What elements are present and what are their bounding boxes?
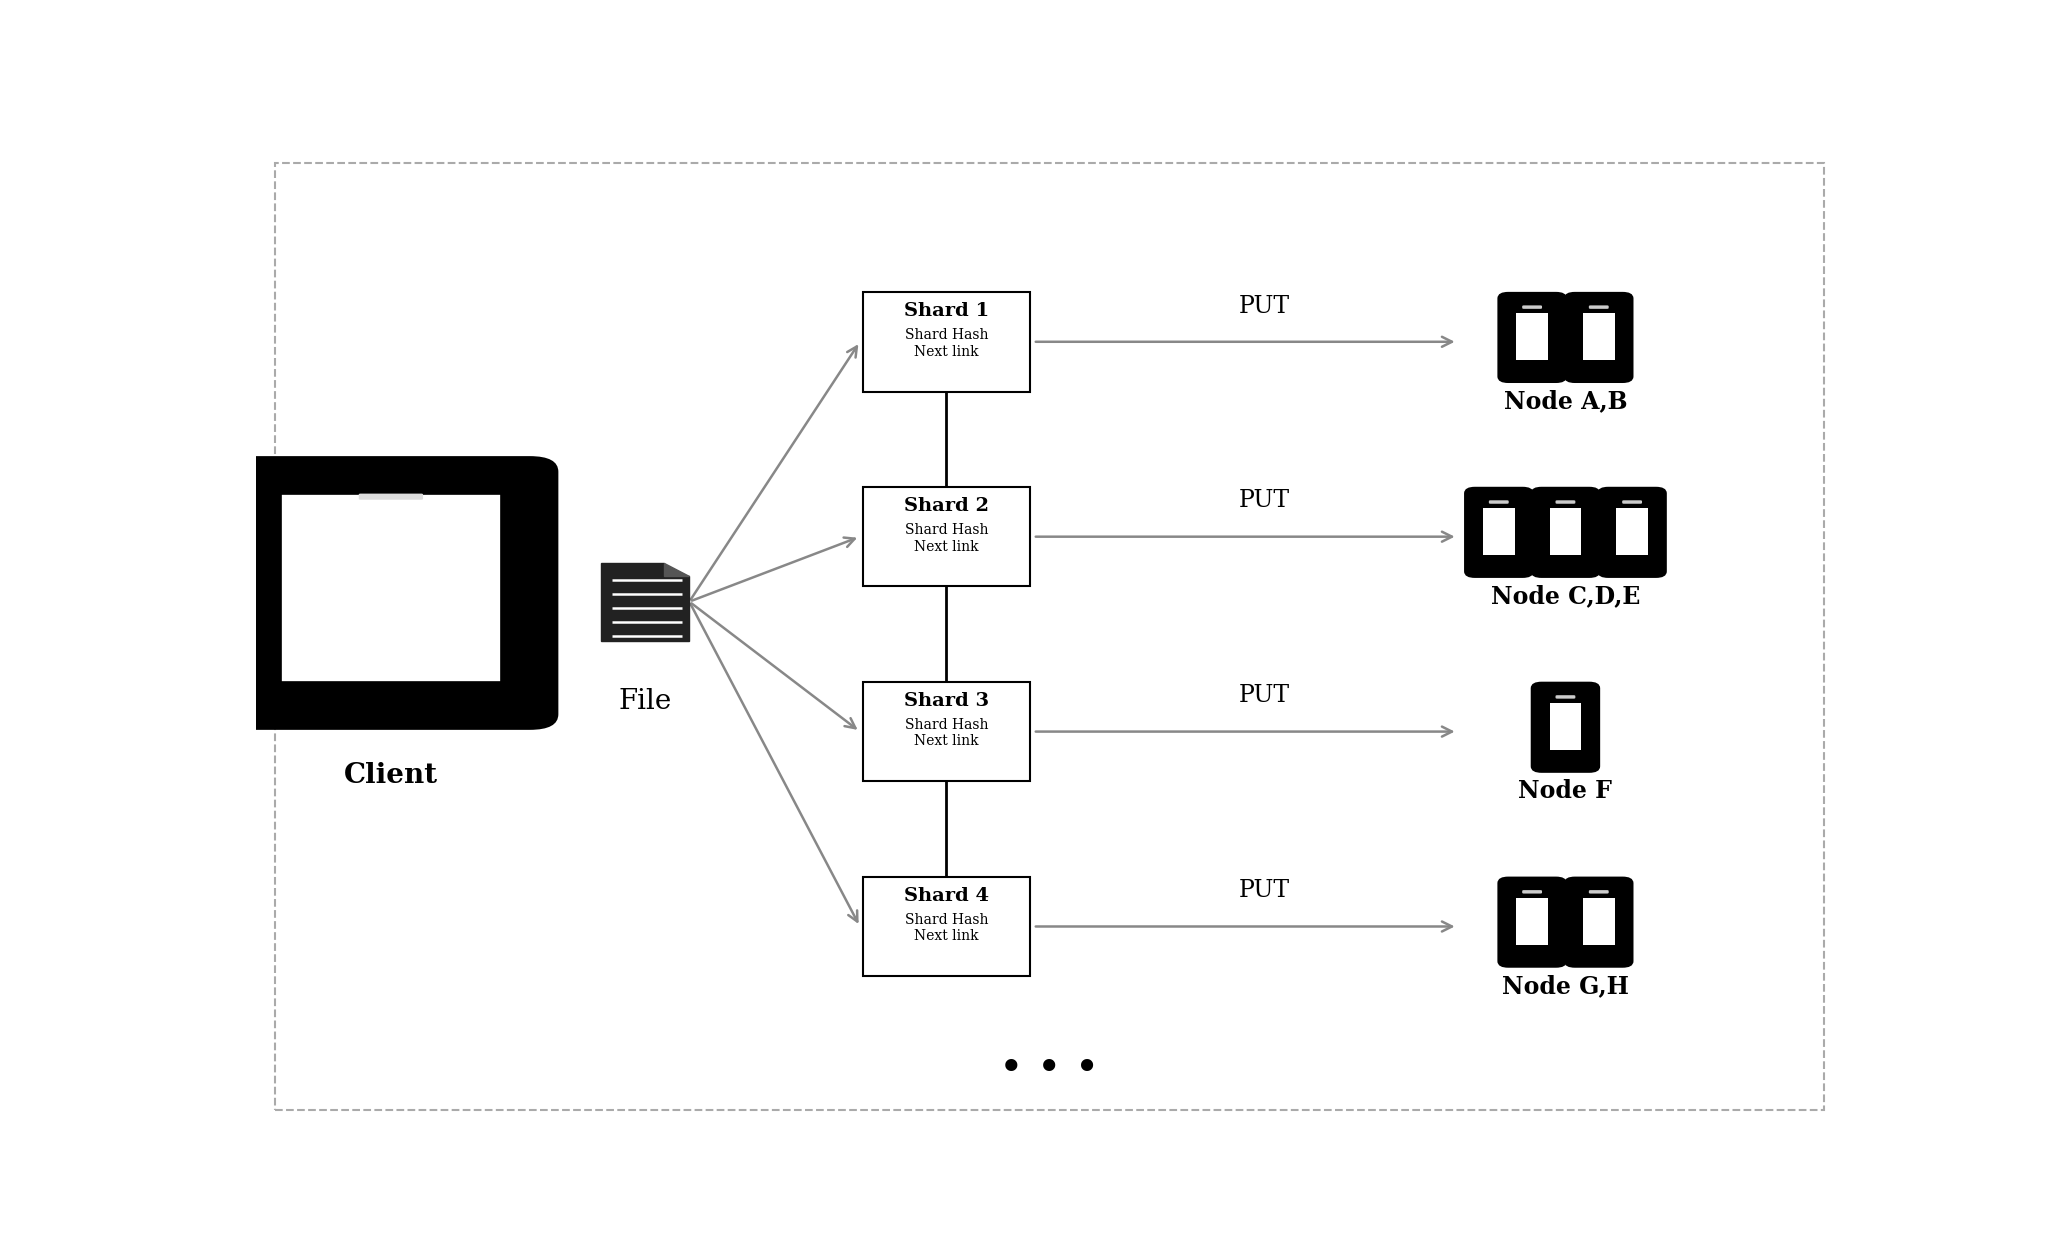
Text: Shard Hash
Next link: Shard Hash Next link xyxy=(905,914,989,944)
Text: Shard 2: Shard 2 xyxy=(903,498,989,515)
Text: Node C,D,E: Node C,D,E xyxy=(1491,585,1640,609)
FancyBboxPatch shape xyxy=(1565,878,1632,966)
Text: Node F: Node F xyxy=(1518,779,1612,803)
Text: Shard Hash
Next link: Shard Hash Next link xyxy=(905,523,989,553)
Polygon shape xyxy=(602,563,688,640)
Bar xyxy=(862,486,1030,586)
FancyBboxPatch shape xyxy=(1565,294,1632,382)
Text: Shard 4: Shard 4 xyxy=(903,887,989,905)
Bar xyxy=(862,682,1030,781)
Bar xyxy=(862,877,1030,976)
Text: Node G,H: Node G,H xyxy=(1501,974,1628,998)
Text: PUT: PUT xyxy=(1239,684,1290,707)
FancyBboxPatch shape xyxy=(1522,305,1542,309)
Bar xyxy=(1583,898,1614,945)
Bar xyxy=(1483,508,1516,554)
Polygon shape xyxy=(664,563,688,576)
FancyBboxPatch shape xyxy=(1589,305,1608,309)
Text: Client: Client xyxy=(344,762,438,789)
FancyBboxPatch shape xyxy=(1466,488,1532,577)
Text: • • •: • • • xyxy=(999,1048,1100,1090)
FancyBboxPatch shape xyxy=(1499,294,1565,382)
FancyBboxPatch shape xyxy=(1532,488,1599,577)
Bar xyxy=(1550,508,1581,554)
Bar xyxy=(862,292,1030,392)
Text: File: File xyxy=(618,688,672,716)
Bar xyxy=(1583,314,1614,360)
FancyBboxPatch shape xyxy=(1532,683,1599,771)
Bar xyxy=(1550,703,1581,750)
FancyBboxPatch shape xyxy=(1599,488,1665,577)
FancyBboxPatch shape xyxy=(1622,500,1642,504)
Bar xyxy=(1516,314,1548,360)
Text: Shard 3: Shard 3 xyxy=(903,692,989,711)
FancyBboxPatch shape xyxy=(1499,878,1565,966)
FancyBboxPatch shape xyxy=(1522,890,1542,893)
Text: PUT: PUT xyxy=(1239,879,1290,902)
Text: Node A,B: Node A,B xyxy=(1503,389,1628,413)
Text: Shard 1: Shard 1 xyxy=(903,302,989,320)
Text: Shard Hash
Next link: Shard Hash Next link xyxy=(905,329,989,359)
FancyBboxPatch shape xyxy=(223,456,559,730)
Bar xyxy=(1516,898,1548,945)
Bar xyxy=(1616,508,1649,554)
Text: PUT: PUT xyxy=(1239,295,1290,318)
FancyBboxPatch shape xyxy=(1489,500,1509,504)
Text: Shard Hash
Next link: Shard Hash Next link xyxy=(905,718,989,748)
Text: PUT: PUT xyxy=(1239,489,1290,513)
FancyBboxPatch shape xyxy=(1589,890,1608,893)
FancyBboxPatch shape xyxy=(1556,500,1575,504)
Bar xyxy=(281,494,502,683)
FancyBboxPatch shape xyxy=(358,494,424,500)
FancyBboxPatch shape xyxy=(1556,696,1575,698)
